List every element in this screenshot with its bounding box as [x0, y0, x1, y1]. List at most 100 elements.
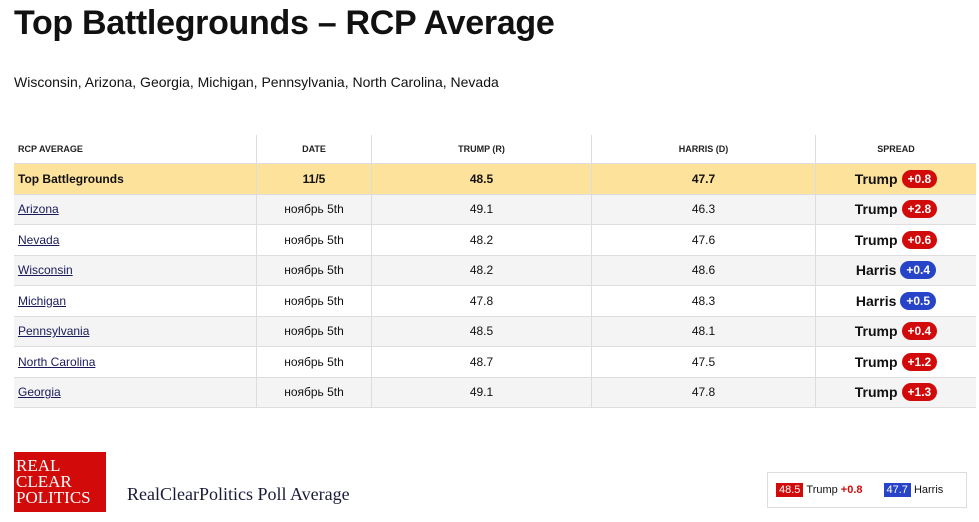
column-header: HARRIS (D) — [591, 135, 816, 164]
title: Top Battlegrounds – RCP Average — [14, 4, 555, 42]
date: ноябрь 5th — [284, 293, 344, 308]
date: ноябрь 5th — [284, 202, 344, 217]
spread-badge: +0.8 — [901, 169, 938, 188]
table-row: Wisconsin ноябрь 5th 48.2 48.6 Harris +0.4 — [14, 255, 976, 286]
row-name: Top Battlegrounds — [18, 171, 124, 186]
cell: ноябрь 5th — [256, 377, 372, 408]
poll-table: RCP AVERAGE DATE TRUMP (R) HARRIS (D) SPREAD… — [14, 135, 976, 408]
table-row: North Carolina ноябрь 5th 48.7 47.5 Trump +1.… — [14, 346, 976, 378]
trump: 48.7 — [469, 354, 494, 369]
cell: North Carolina — [14, 346, 257, 378]
date: ноябрь 5th — [284, 324, 344, 339]
leader: Trump — [854, 384, 898, 401]
spread-cell: Trump +2.8 — [815, 194, 976, 225]
logo[interactable]: REAL CLEAR POLITICS — [14, 452, 106, 512]
legend-name: Harris — [913, 484, 944, 496]
legend: 48.5 Trump +0.8 47.7 Harris — [767, 472, 967, 508]
harris: 48.6 — [691, 263, 716, 278]
spread-badge: +0.4 — [901, 322, 938, 341]
table-row: Georgia ноябрь 5th 49.1 47.8 Trump +1.3 — [14, 377, 976, 408]
cell: 49.1 — [371, 194, 592, 225]
cell: 48.3 — [591, 285, 816, 317]
trump: 48.2 — [469, 263, 494, 278]
table-row: Top Battlegrounds 11/5 48.5 47.7 Trump +0.8 — [14, 163, 976, 195]
column-header: DATE — [256, 135, 372, 164]
legend-value: 47.7 — [883, 483, 911, 497]
state-link[interactable]: Georgia — [18, 385, 61, 400]
cell: 11/5 — [256, 163, 372, 195]
cell: ноябрь 5th — [256, 224, 372, 256]
trump: 49.1 — [469, 385, 494, 400]
harris: 46.3 — [691, 202, 716, 217]
cell: ноябрь 5th — [256, 285, 372, 317]
date: 11/5 — [302, 171, 326, 186]
cell: 48.7 — [371, 346, 592, 378]
spread-cell: Trump +0.4 — [815, 316, 976, 347]
spread-cell: Harris +0.5 — [815, 285, 976, 317]
harris: 47.7 — [691, 171, 716, 186]
cell: 47.6 — [591, 224, 816, 256]
column-header: SPREAD — [815, 135, 976, 164]
cell: ноябрь 5th — [256, 346, 372, 378]
spread-cell: Harris +0.4 — [815, 255, 976, 286]
leader: Harris — [855, 262, 897, 279]
spread-badge: +0.4 — [900, 261, 937, 280]
state-link[interactable]: Wisconsin — [18, 263, 73, 278]
legend-spread: +0.8 — [840, 484, 863, 496]
cell: Georgia — [14, 377, 257, 408]
leader: Trump — [854, 170, 898, 187]
spread-badge: +1.3 — [901, 383, 938, 402]
spread-cell: Trump +1.2 — [815, 346, 976, 378]
header-row: RCP AVERAGE DATE TRUMP (R) HARRIS (D) SPREAD — [14, 135, 976, 164]
leader: Trump — [854, 231, 898, 248]
spread-cell: Trump +0.8 — [815, 163, 976, 195]
table-row: Pennsylvania ноябрь 5th 48.5 48.1 Trump +0.4 — [14, 316, 976, 347]
table-row: Arizona ноябрь 5th 49.1 46.3 Trump +2.8 — [14, 194, 976, 225]
cell: 47.8 — [591, 377, 816, 408]
harris: 47.8 — [691, 385, 716, 400]
spread-cell: Trump +0.6 — [815, 224, 976, 256]
date: ноябрь 5th — [284, 354, 344, 369]
cell: 48.5 — [371, 316, 592, 347]
harris: 47.5 — [691, 354, 716, 369]
state-link[interactable]: Arizona — [18, 202, 59, 217]
column-header: TRUMP (R) — [371, 135, 592, 164]
cell: 48.2 — [371, 255, 592, 286]
harris: 47.6 — [691, 232, 716, 247]
table-row: Michigan ноябрь 5th 47.8 48.3 Harris +0.5 — [14, 285, 976, 317]
cell: 48.6 — [591, 255, 816, 286]
trump: 49.1 — [469, 202, 494, 217]
spread-badge: +1.2 — [901, 352, 938, 371]
state-link[interactable]: North Carolina — [18, 354, 96, 369]
cell: ноябрь 5th — [256, 255, 372, 286]
harris: 48.3 — [691, 293, 716, 308]
cell: 47.7 — [591, 163, 816, 195]
cell: 46.3 — [591, 194, 816, 225]
state-link[interactable]: Nevada — [18, 232, 60, 247]
spread-badge: +0.6 — [901, 230, 938, 249]
leader: Trump — [854, 201, 898, 218]
table-row: Nevada ноябрь 5th 48.2 47.6 Trump +0.6 — [14, 224, 976, 256]
date: ноябрь 5th — [284, 232, 344, 247]
trump: 47.8 — [469, 293, 494, 308]
trump: 48.2 — [469, 232, 494, 247]
column-header: RCP AVERAGE — [14, 135, 257, 164]
cell: Pennsylvania — [14, 316, 257, 347]
cell: Top Battlegrounds — [14, 163, 257, 195]
date: ноябрь 5th — [284, 263, 344, 278]
logo-line: CLEAR — [16, 472, 72, 491]
state-link[interactable]: Pennsylvania — [18, 324, 90, 339]
subtitle: Wisconsin, Arizona, Georgia, Michigan, P… — [14, 74, 499, 90]
legend-value: 48.5 — [776, 483, 804, 497]
spread-badge: +0.5 — [900, 291, 937, 310]
caption: RealClearPolitics Poll Average — [127, 484, 350, 504]
cell: 48.5 — [371, 163, 592, 195]
cell: 49.1 — [371, 377, 592, 408]
leader: Trump — [854, 353, 898, 370]
cell: Michigan — [14, 285, 257, 317]
trump: 48.5 — [469, 324, 494, 339]
state-link[interactable]: Michigan — [18, 293, 67, 308]
cell: Arizona — [14, 194, 257, 225]
spread-badge: +2.8 — [901, 200, 938, 219]
